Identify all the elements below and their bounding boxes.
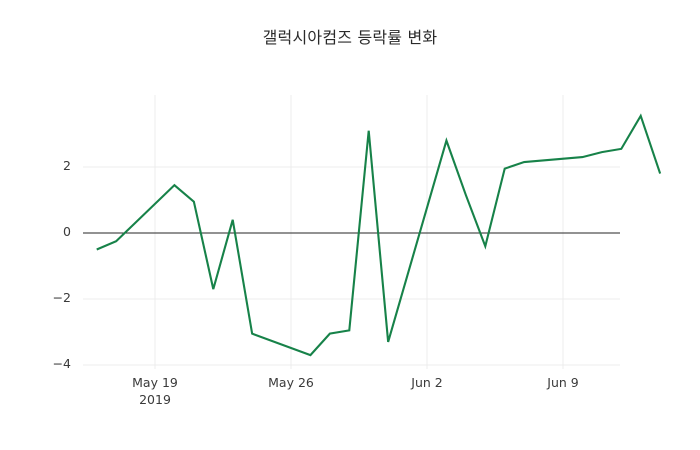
- y-axis-tick-label: −2: [52, 290, 71, 305]
- x-axis-tick-label: Jun 2: [382, 375, 472, 390]
- gridlines: [83, 95, 620, 369]
- y-axis-tick-label: 0: [63, 224, 71, 239]
- chart-title: 갤럭시아컴즈 등락률 변화: [262, 28, 438, 47]
- x-axis-tick-year: 2019: [139, 392, 171, 407]
- x-axis-tick-label: Jun 9: [518, 375, 608, 390]
- x-axis-tick-date: Jun 2: [411, 375, 443, 390]
- x-axis-tick-date: May 19: [132, 375, 178, 390]
- x-axis-tick-date: Jun 9: [547, 375, 579, 390]
- x-axis-tick-label: May 19 2019: [110, 375, 200, 407]
- x-axis-tick-label: May 26: [246, 375, 336, 390]
- y-axis-tick-label: −4: [52, 356, 71, 371]
- x-axis-tick-date: May 26: [268, 375, 314, 390]
- y-axis-tick-label: 2: [63, 158, 71, 173]
- data-series-line: [96, 113, 662, 357]
